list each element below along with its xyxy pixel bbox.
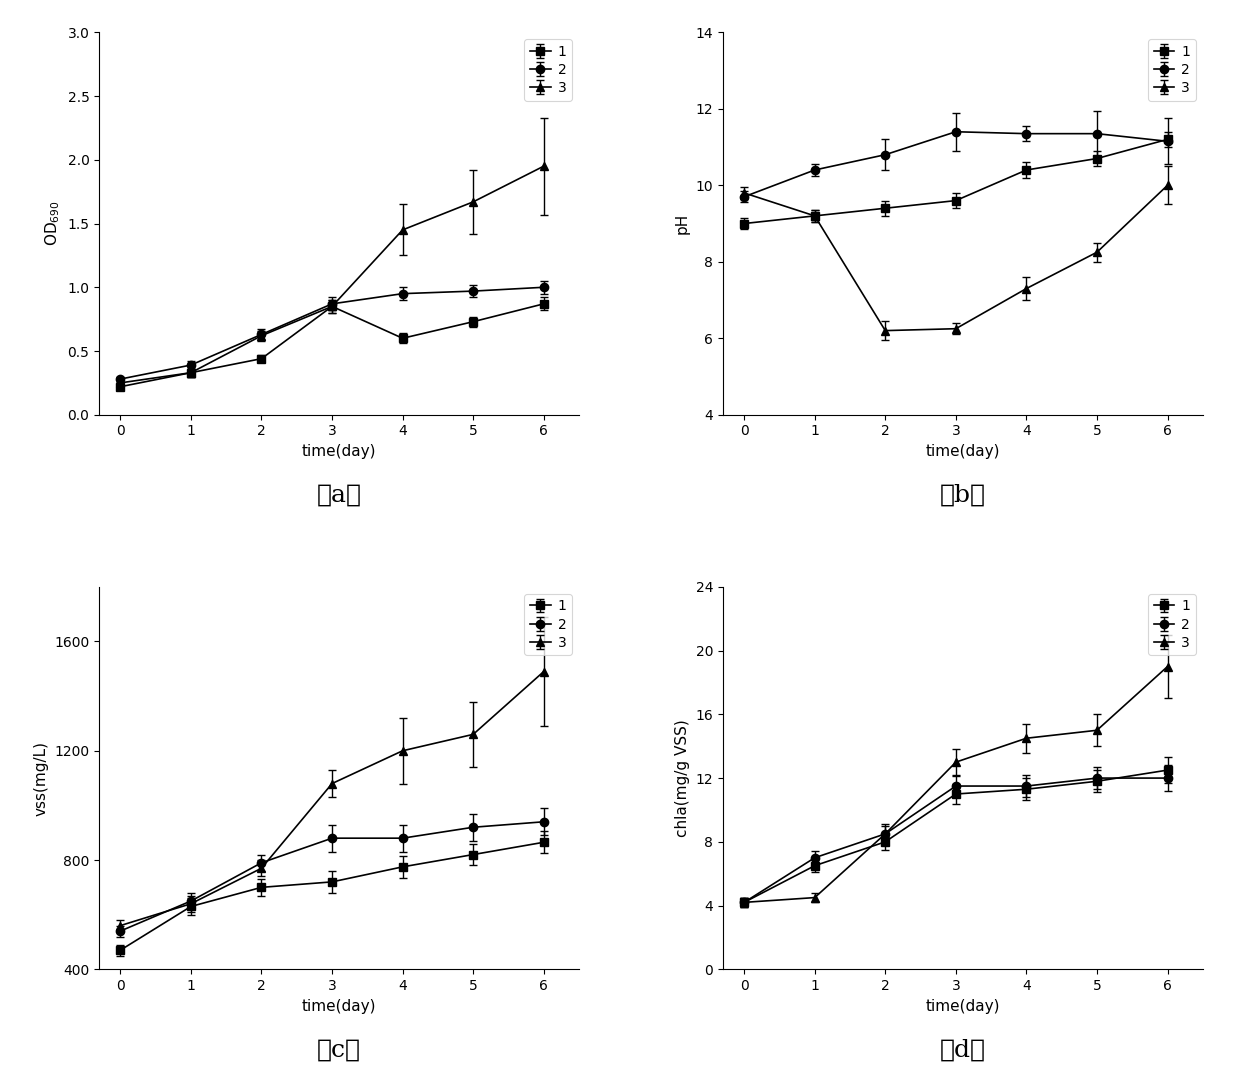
Y-axis label: OD$_{690}$: OD$_{690}$ [43, 200, 62, 247]
Legend: 1, 2, 3: 1, 2, 3 [525, 593, 572, 655]
Y-axis label: chla(mg/g VSS): chla(mg/g VSS) [675, 719, 689, 837]
Text: （c）: （c） [317, 1038, 361, 1061]
X-axis label: time(day): time(day) [301, 444, 377, 459]
X-axis label: time(day): time(day) [925, 998, 1001, 1013]
X-axis label: time(day): time(day) [301, 998, 377, 1013]
Text: （b）: （b） [940, 484, 986, 506]
Text: （d）: （d） [940, 1038, 986, 1061]
X-axis label: time(day): time(day) [925, 444, 1001, 459]
Text: （a）: （a） [316, 484, 362, 506]
Legend: 1, 2, 3: 1, 2, 3 [525, 39, 572, 100]
Y-axis label: pH: pH [675, 213, 691, 234]
Legend: 1, 2, 3: 1, 2, 3 [1148, 593, 1195, 655]
Legend: 1, 2, 3: 1, 2, 3 [1148, 39, 1195, 100]
Y-axis label: vss(mg/L): vss(mg/L) [33, 741, 48, 815]
